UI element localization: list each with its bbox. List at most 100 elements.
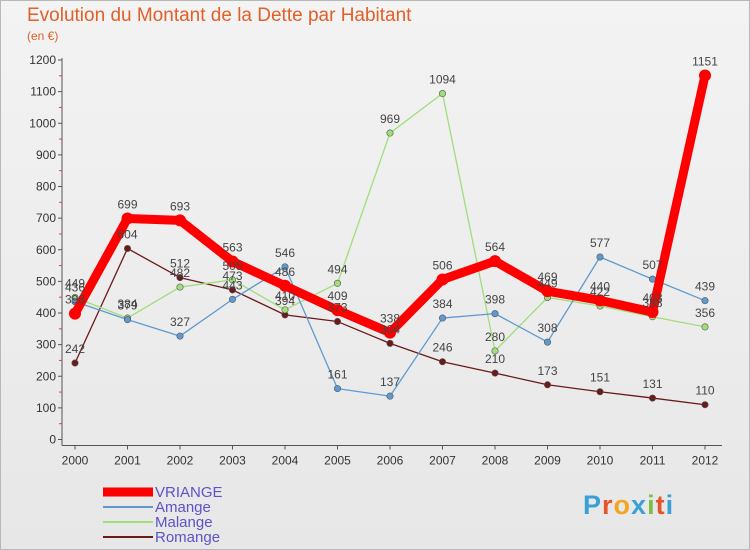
data-labels: 242 604 512 473 394 373 304 246 210 173 151 131 110 4…: [65, 54, 718, 397]
data-label-romange: 151: [590, 371, 610, 385]
data-label-romange: 110: [695, 384, 714, 398]
data-point-vriange: [121, 212, 134, 225]
data-label-amange: 384: [432, 297, 452, 311]
x-tick-label: 2005: [324, 454, 351, 468]
data-label-malange: 280: [485, 330, 505, 344]
data-label-malange: 449: [537, 277, 557, 291]
data-point-malange: [701, 323, 709, 331]
y-tick-label: 200: [36, 369, 56, 383]
data-label-amange: 436: [65, 281, 85, 295]
x-tick-label: 2011: [640, 454, 666, 468]
data-point-malange: [491, 347, 499, 355]
data-label-amange: 308: [537, 321, 557, 335]
data-label-amange: 439: [695, 280, 715, 294]
data-label-amange: 161: [327, 368, 347, 382]
data-label-amange: 327: [170, 315, 190, 329]
data-point-amange: [281, 263, 289, 271]
logo-letter: x: [631, 490, 648, 520]
data-label-romange: 173: [537, 364, 557, 378]
data-label-malange: 410: [275, 289, 295, 303]
data-point-amange: [701, 297, 709, 305]
x-tick-label: 2002: [167, 454, 194, 468]
data-label-malange: 422: [590, 285, 610, 299]
data-point-romange: [438, 358, 446, 366]
data-label-malange: 969: [380, 112, 400, 126]
data-point-malange: [386, 129, 394, 137]
data-label-amange: 379: [117, 299, 137, 313]
data-point-vriange: [646, 306, 659, 319]
data-label-romange: 246: [432, 341, 452, 355]
data-point-romange: [229, 286, 237, 294]
data-point-romange: [71, 359, 79, 367]
data-point-malange: [229, 276, 237, 284]
data-label-amange: 443: [222, 278, 242, 292]
data-point-malange: [281, 306, 289, 314]
data-point-vriange: [331, 304, 344, 317]
data-label-romange: 512: [170, 257, 190, 271]
y-tick-label: 500: [36, 274, 56, 288]
data-point-vriange: [69, 307, 81, 320]
data-point-vriange: [594, 294, 606, 307]
y-tick-label: 300: [36, 338, 56, 352]
data-point-amange: [438, 314, 446, 322]
data-label-malange: 356: [695, 306, 715, 320]
x-tick-label: 2001: [114, 454, 141, 468]
y-tick-label: 1100: [30, 85, 56, 99]
x-tick-label: 2003: [219, 454, 246, 468]
data-label-romange: 373: [327, 301, 347, 315]
logo-letter: i: [665, 490, 675, 520]
data-label-romange: 210: [485, 352, 505, 366]
data-point-amange: [333, 385, 341, 393]
y-tick-label: 700: [36, 211, 56, 225]
data-label-romange: 304: [380, 322, 400, 336]
chart-title: Evolution du Montant de la Dette par Hab…: [27, 5, 412, 26]
data-point-vriange: [489, 255, 501, 268]
data-point-amange: [176, 332, 184, 340]
data-point-vriange: [436, 273, 449, 286]
data-point-vriange: [384, 326, 396, 339]
y-tick-label: 100: [36, 401, 56, 415]
data-point-amange: [543, 338, 551, 346]
data-point-vriange: [226, 255, 239, 268]
data-point-romange: [124, 244, 132, 252]
data-label-amange: 577: [590, 236, 610, 250]
data-point-romange: [701, 401, 709, 409]
data-label-vriange: 403: [642, 291, 662, 305]
data-label-vriange: 563: [222, 240, 242, 254]
data-point-vriange: [541, 285, 554, 298]
y-tick-label: 900: [36, 148, 56, 162]
x-tick-label: 2004: [272, 454, 299, 468]
y-tick-label: 800: [36, 180, 56, 194]
data-label-vriange: 564: [485, 240, 505, 254]
data-point-romange: [176, 274, 184, 282]
legend-label-malange: Malange: [155, 514, 213, 531]
data-label-malange: 505: [222, 259, 242, 273]
data-point-malange: [333, 279, 341, 287]
logo-letter: P: [583, 490, 603, 520]
data-label-amange: 398: [485, 293, 505, 307]
data-label-romange: 604: [117, 227, 137, 241]
data-label-romange: 394: [275, 294, 295, 308]
data-label-vriange: 338: [380, 312, 400, 326]
data-point-vriange: [279, 279, 291, 292]
x-tick-label: 2000: [62, 454, 89, 468]
data-point-malange: [438, 90, 446, 98]
data-label-vriange: 398: [65, 293, 85, 307]
data-point-amange: [386, 392, 394, 400]
chart-unit: (en €): [27, 29, 59, 43]
data-label-vriange: 1151: [692, 54, 718, 68]
data-label-amange: 546: [275, 246, 295, 260]
logo-letter: t: [655, 490, 666, 520]
x-tick-label: 2008: [482, 454, 509, 468]
data-point-amange: [229, 295, 237, 303]
data-label-malange: 494: [327, 262, 347, 276]
data-point-romange: [386, 339, 394, 347]
logo-letter: r: [602, 490, 614, 520]
x-tick-label: 2006: [377, 454, 404, 468]
x-tick-label: 2007: [429, 454, 456, 468]
axes: 0 100 200 300 400 500 600 700 800 900 1000 1100 1200…: [29, 53, 722, 468]
data-point-romange: [648, 394, 656, 402]
data-point-malange: [176, 283, 184, 291]
